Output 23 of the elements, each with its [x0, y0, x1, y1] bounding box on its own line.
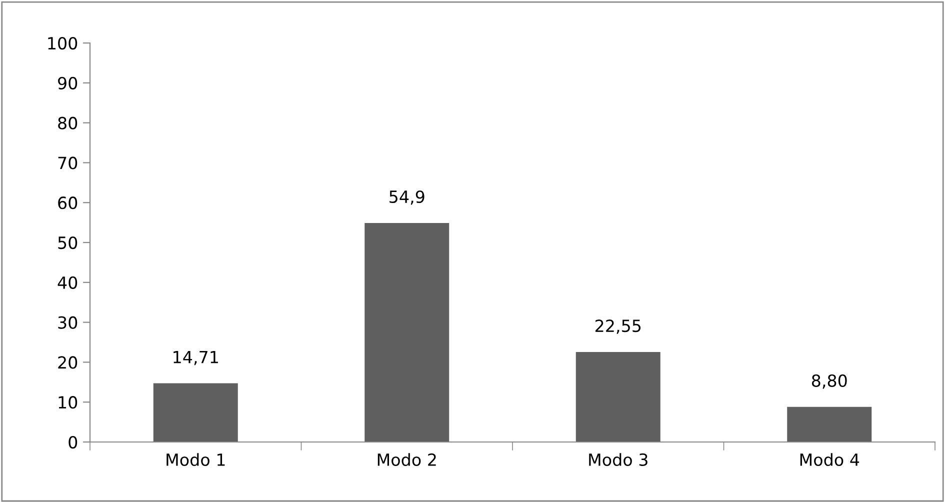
y-tick-label: 20	[58, 356, 78, 369]
data-label: 8,80	[812, 374, 847, 389]
data-label: 22,55	[595, 320, 641, 334]
y-tick-label: 90	[58, 76, 78, 90]
data-label: 54,9	[390, 190, 424, 205]
x-tick-label: Modo 2	[378, 453, 436, 466]
y-tick-label: 50	[58, 236, 78, 250]
y-tick-label: 60	[58, 196, 78, 210]
y-tick-label: 0	[68, 436, 78, 449]
y-tick-label: 30	[58, 316, 78, 329]
bar	[364, 222, 450, 442]
bar	[787, 406, 872, 442]
bar	[153, 383, 238, 442]
x-tick-label: Modo 3	[589, 453, 648, 466]
y-tick-label: 70	[58, 156, 78, 170]
x-tick-label: Modo 1	[166, 453, 225, 466]
x-tick-label: Modo 4	[800, 453, 860, 466]
y-tick-label: 10	[58, 396, 78, 409]
y-tick-label: 100	[48, 36, 78, 50]
data-label: 14,71	[174, 351, 218, 366]
y-tick-label: 40	[58, 276, 78, 289]
bar	[576, 352, 660, 442]
y-tick-label: 80	[58, 116, 78, 130]
